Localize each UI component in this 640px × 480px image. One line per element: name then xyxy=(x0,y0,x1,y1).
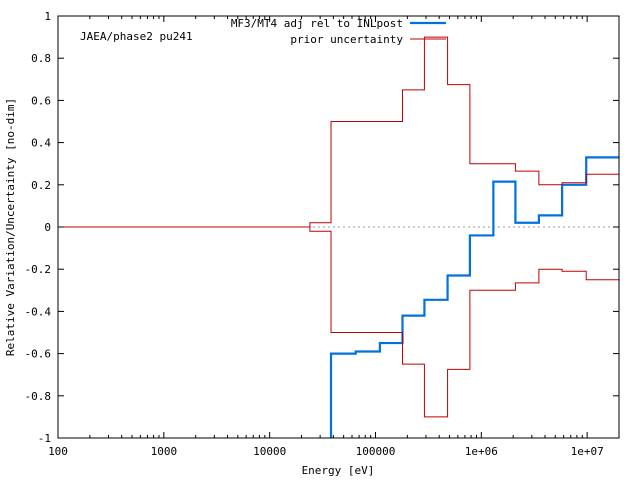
legend-label: prior uncertainty xyxy=(290,33,403,46)
series-line-1 xyxy=(329,156,619,438)
series-line-2-mirror xyxy=(58,226,619,418)
annotation-label: JAEA/phase2 pu241 xyxy=(80,30,193,43)
x-tick-label: 1e+06 xyxy=(465,445,498,458)
x-tick-label: 1e+07 xyxy=(571,445,604,458)
y-axis-label: Relative Variation/Uncertainty [no-dim] xyxy=(4,98,17,356)
y-tick-label: -1 xyxy=(38,432,51,445)
legend-label: MF3/MT4 adj rel to INLpost xyxy=(231,17,403,30)
y-tick-label: -0.4 xyxy=(25,305,52,318)
y-tick-label: -0.6 xyxy=(25,348,52,361)
y-tick-label: -0.2 xyxy=(25,263,52,276)
x-tick-label: 1000 xyxy=(151,445,178,458)
y-tick-label: 0.2 xyxy=(31,179,51,192)
y-tick-label: 0.6 xyxy=(31,94,51,107)
legend: MF3/MT4 adj rel to INLpost prior uncertai… xyxy=(231,17,446,46)
y-tick-label: -0.8 xyxy=(25,390,52,403)
y-tick-label: 0.8 xyxy=(31,52,51,65)
y-tick-label: 1 xyxy=(44,10,51,23)
x-tick-label: 100000 xyxy=(356,445,396,458)
x-axis-label: Energy [eV] xyxy=(302,464,375,477)
x-tick-label: 10000 xyxy=(253,445,286,458)
y-tick-label: 0 xyxy=(44,221,51,234)
y-tick-label: 0.4 xyxy=(31,137,51,150)
x-tick-label: 100 xyxy=(48,445,68,458)
series-line-2 xyxy=(58,36,619,228)
